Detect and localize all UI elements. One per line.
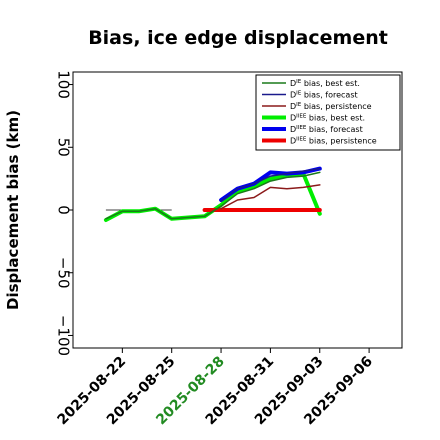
chart-title: Bias, ice edge displacement bbox=[88, 27, 388, 49]
legend-entry-label: DIIEE bias, persistence bbox=[290, 137, 377, 146]
series-line bbox=[220, 184, 321, 210]
y-tick-label: 50 bbox=[55, 138, 73, 157]
y-tick-label: −50 bbox=[55, 257, 73, 289]
series-line bbox=[220, 167, 321, 202]
series-line bbox=[103, 171, 322, 222]
y-tick-label: 0 bbox=[55, 205, 73, 215]
y-axis-label: Displacement bias (km) bbox=[4, 110, 22, 310]
legend-entry-label: DIIEE bias, forecast bbox=[290, 125, 363, 134]
legend-entry-label: DIE bias, persistence bbox=[290, 102, 372, 111]
legend-entry-label: DIIEE bias, best est. bbox=[290, 114, 365, 123]
legend-entry-label: DIE bias, forecast bbox=[290, 91, 358, 100]
series-line bbox=[105, 171, 321, 220]
legend-box bbox=[255, 74, 401, 151]
y-tick-label: 100 bbox=[55, 70, 73, 99]
legend-entry-label: DIE bias, best est. bbox=[290, 79, 360, 88]
y-tick-label: −100 bbox=[55, 315, 73, 356]
legend: DIE bias, best est. DIE bias, forecast DIE… bbox=[255, 74, 401, 151]
